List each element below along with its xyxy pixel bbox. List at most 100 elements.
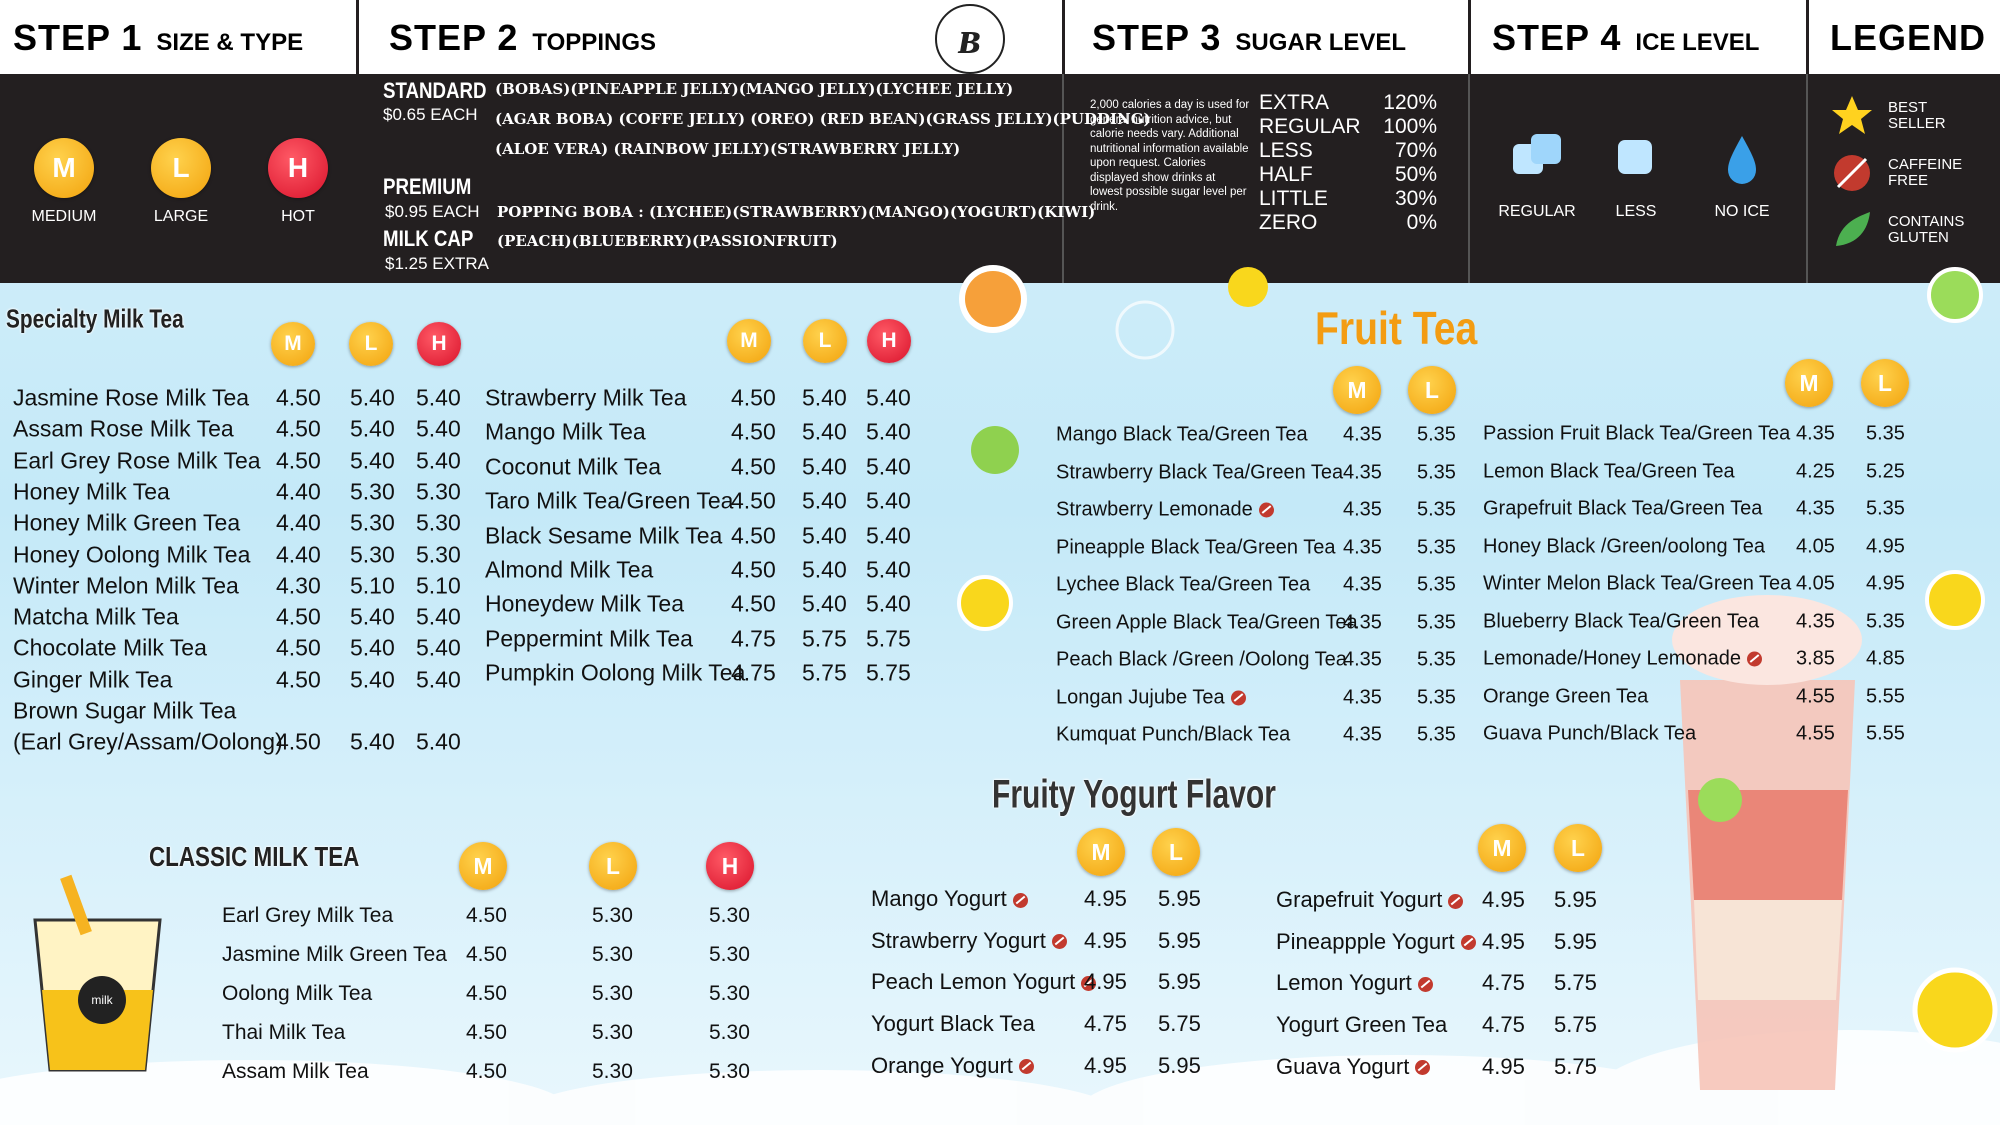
item-price: 5.40 bbox=[350, 384, 395, 411]
item-name-text: Grapefruit Black Tea/Green Tea bbox=[1483, 497, 1763, 520]
sugar-percent: 30% bbox=[1394, 187, 1437, 210]
item-price: 4.25 bbox=[1796, 460, 1835, 482]
item-price: 4.55 bbox=[1796, 722, 1835, 745]
item-price: 5.40 bbox=[866, 384, 911, 411]
item-price: 5.40 bbox=[866, 556, 911, 583]
item-name-text: Mango Yogurt bbox=[871, 886, 1007, 911]
item-name-text: Oolong Milk Tea bbox=[222, 982, 373, 1005]
sugar-level: REGULAR bbox=[1259, 115, 1361, 138]
item-price: 4.50 bbox=[276, 634, 321, 661]
item-name-text: Almond Milk Tea bbox=[485, 556, 654, 583]
step-title: STEP 2 TOPPINGS bbox=[389, 17, 656, 59]
logo: ʙ bbox=[935, 4, 1005, 74]
item-price: 5.40 bbox=[416, 728, 461, 755]
item-name-text: Mango Milk Tea bbox=[485, 418, 646, 445]
step-number: STEP 2 bbox=[389, 17, 519, 58]
sugar-level: EXTRA bbox=[1259, 91, 1330, 114]
item-name-text: Honey Milk Tea bbox=[13, 478, 170, 505]
item-price: 4.35 bbox=[1343, 648, 1382, 671]
item-price: 5.40 bbox=[802, 384, 847, 411]
item-name: Honey Milk Green Tea bbox=[13, 510, 240, 537]
item-name: Strawberry Black Tea/Green Tea bbox=[1056, 461, 1343, 484]
item-price: 5.30 bbox=[592, 1021, 633, 1044]
divider bbox=[356, 0, 359, 283]
item-name: Longan Jujube Tea bbox=[1056, 686, 1246, 709]
item-price: 5.40 bbox=[416, 447, 461, 474]
item-name-text: Strawberry Milk Tea bbox=[485, 384, 687, 411]
item-price: 4.75 bbox=[731, 659, 776, 686]
ice-label: LESS bbox=[1615, 203, 1657, 220]
item-price: 4.95 bbox=[1084, 927, 1127, 953]
item-price: 5.35 bbox=[1417, 611, 1456, 633]
item-detail: (Earl Grey/Assam/Oolong) bbox=[13, 728, 283, 755]
item-price: 5.40 bbox=[866, 487, 911, 514]
sugar-percent: 50% bbox=[1394, 163, 1437, 186]
item-price: 5.75 bbox=[866, 625, 911, 652]
caffeine-free-icon bbox=[1081, 976, 1097, 992]
size-badge: L bbox=[589, 842, 637, 890]
item-name: Winter Melon Milk Tea bbox=[13, 572, 239, 599]
item-price: 4.50 bbox=[466, 982, 507, 1005]
item-name-text: Ginger Milk Tea bbox=[13, 666, 173, 693]
item-name-text: Honey Milk Green Tea bbox=[13, 509, 241, 536]
item-price: 4.50 bbox=[731, 453, 776, 480]
item-name-text: Black Sesame Milk Tea bbox=[485, 522, 723, 549]
item-price: 4.50 bbox=[731, 418, 776, 445]
item-price: 5.30 bbox=[592, 904, 633, 927]
item-name: Peach Lemon Yogurt bbox=[871, 969, 1097, 995]
item-price: 4.50 bbox=[731, 522, 776, 549]
topping-tier: PREMIUM bbox=[383, 174, 472, 199]
item-name: Lychee Black Tea/Green Tea bbox=[1056, 574, 1310, 597]
item-name-text: Lemon Yogurt bbox=[1276, 970, 1412, 996]
item-price: 4.50 bbox=[276, 415, 321, 442]
step-number: STEP 1 bbox=[13, 17, 143, 58]
item-name-text: Mango Black Tea/Green Tea bbox=[1056, 423, 1308, 446]
item-name: Guava Punch/Black Tea bbox=[1483, 723, 1696, 746]
item-price: 4.50 bbox=[731, 556, 776, 583]
item-price: 5.35 bbox=[1417, 723, 1456, 746]
classic-cup: milk bbox=[33, 874, 162, 1072]
step-name: SUGAR LEVEL bbox=[1235, 29, 1407, 56]
item-name-text: Winter Melon Milk Tea bbox=[13, 572, 239, 599]
item-name: Honey Milk Tea bbox=[13, 478, 170, 505]
item-price: 5.35 bbox=[1866, 422, 1905, 445]
step-number: STEP 3 bbox=[1092, 17, 1222, 58]
item-name-text: Earl Grey Rose Milk Tea bbox=[13, 447, 261, 474]
topping-list: (AGAR BOBA) (COFFE JELLY) (OREO) (RED BE… bbox=[495, 110, 1151, 128]
item-price: 5.55 bbox=[1866, 685, 1905, 707]
item-name-text: Earl Grey Milk Tea bbox=[222, 904, 394, 927]
item-price: 4.50 bbox=[276, 384, 321, 411]
item-price: 4.75 bbox=[1084, 1011, 1127, 1037]
step-number: LEGEND bbox=[1830, 17, 1987, 58]
size-badge: M bbox=[1333, 366, 1381, 414]
ice-label: NO ICE bbox=[1714, 203, 1770, 220]
ice-icon bbox=[1604, 130, 1668, 186]
item-name: Honey Black /Green/oolong Tea bbox=[1483, 535, 1765, 558]
item-price: 4.35 bbox=[1796, 422, 1835, 445]
item-price: 4.95 bbox=[1482, 887, 1525, 912]
item-name-text: Brown Sugar Milk Tea bbox=[13, 697, 237, 724]
item-price: 5.40 bbox=[350, 634, 395, 661]
item-name: Pineappple Yogurt bbox=[1276, 929, 1476, 955]
item-price: 4.95 bbox=[1482, 1053, 1525, 1079]
legend-icon bbox=[1830, 208, 1874, 252]
caffeine-free-icon bbox=[1746, 651, 1762, 667]
item-price: 4.35 bbox=[1343, 573, 1382, 596]
item-name: Assam Rose Milk Tea bbox=[13, 416, 234, 443]
item-price: 5.35 bbox=[1417, 536, 1456, 558]
divider bbox=[1468, 74, 1470, 283]
topping-list: (PEACH)(BLUEBERRY)(PASSIONFRUIT) bbox=[497, 232, 838, 250]
topping-list: (BOBAS)(PINEAPPLE JELLY)(MANGO JELLY)(LY… bbox=[495, 80, 1014, 98]
drink-cup bbox=[1672, 595, 1862, 1090]
caffeine-free-icon bbox=[1417, 977, 1433, 993]
size-badge: L bbox=[1408, 366, 1456, 414]
divider bbox=[1062, 74, 1064, 283]
item-price: 4.50 bbox=[731, 590, 776, 617]
item-price: 4.95 bbox=[1866, 572, 1905, 595]
item-name-text: Assam Rose Milk Tea bbox=[13, 415, 234, 442]
topping-list: POPPING BOBA : (LYCHEE)(STRAWBERRY)(MANG… bbox=[497, 203, 1096, 221]
item-name: Matcha Milk Tea bbox=[13, 604, 179, 631]
item-price: 5.30 bbox=[416, 478, 461, 505]
topping-tier: STANDARD bbox=[383, 78, 487, 103]
